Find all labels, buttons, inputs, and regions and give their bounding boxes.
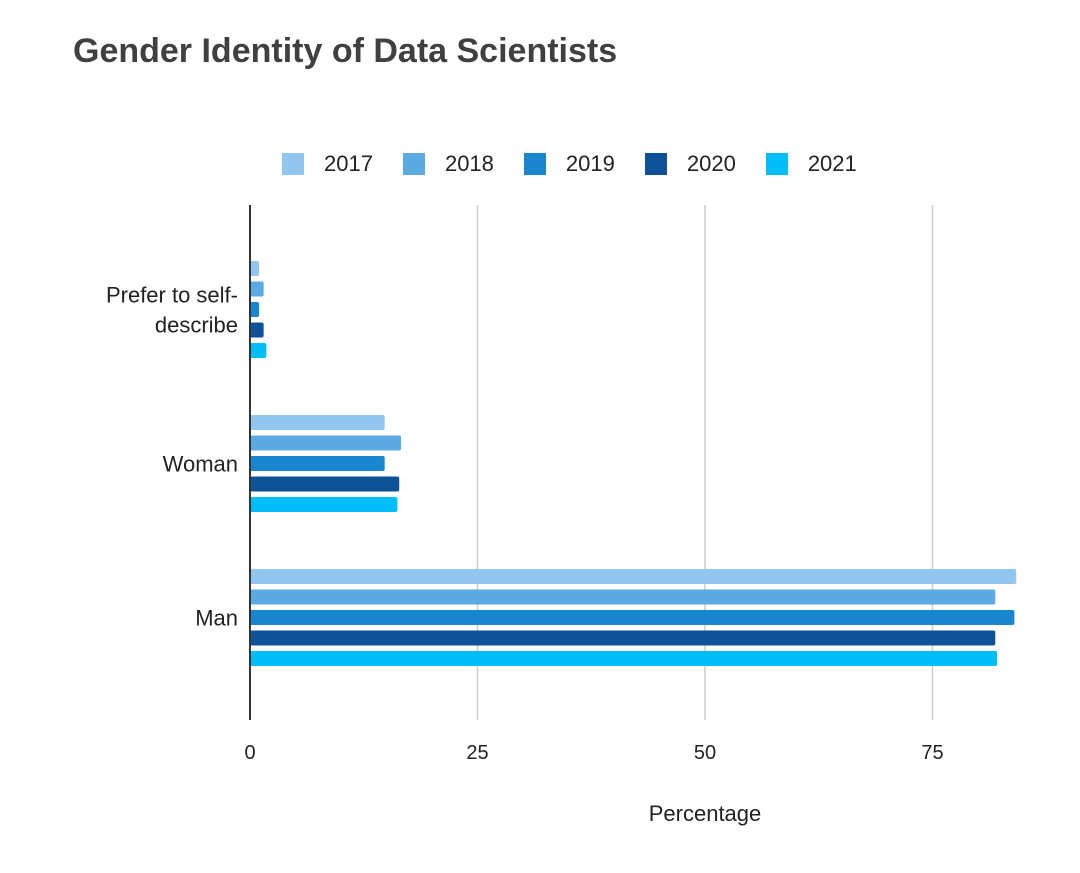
legend-label: 2019 [565, 151, 615, 176]
legend: 2017 2018 2019 2020 2021 [282, 151, 887, 177]
legend-swatch [523, 153, 546, 175]
category-label: Woman [163, 452, 238, 477]
legend-item-2017[interactable]: 2017 [282, 151, 373, 177]
legend-item-2021[interactable]: 2021 [765, 151, 857, 177]
x-tick-label: 75 [921, 742, 943, 764]
bar [250, 322, 264, 338]
x-tick-label: 50 [694, 742, 716, 764]
bar [250, 497, 398, 512]
bar [250, 302, 260, 317]
bar [250, 415, 385, 430]
legend-swatch [644, 153, 667, 175]
legend-label: 2017 [324, 151, 373, 176]
x-tick-label: 25 [466, 742, 488, 764]
legend-item-2018[interactable]: 2018 [402, 151, 494, 177]
x-axis-title: Percentage [649, 801, 762, 826]
x-tick-label: 0 [244, 742, 255, 764]
bar [250, 343, 267, 358]
bar [250, 630, 996, 646]
legend-swatch [402, 153, 425, 175]
bar [250, 435, 402, 451]
bar [250, 476, 400, 492]
bar [250, 456, 385, 471]
legend-swatch [282, 153, 304, 175]
legend-label: 2020 [686, 151, 736, 176]
chart-title: Gender Identity of Data Scientists [73, 32, 618, 70]
category-label: Prefer to self- [106, 283, 238, 308]
category-label: describe [155, 313, 238, 338]
legend-item-2019[interactable]: 2019 [523, 151, 615, 177]
legend-label: 2021 [807, 151, 857, 176]
bar [250, 651, 998, 666]
bar [250, 569, 1017, 584]
legend-label: 2018 [444, 151, 494, 176]
bar [250, 589, 996, 605]
bar [250, 281, 264, 297]
bar [250, 610, 1015, 625]
category-label: Man [195, 606, 238, 631]
bar [250, 261, 260, 276]
legend-item-2020[interactable]: 2020 [644, 151, 736, 177]
legend-swatch [765, 153, 788, 175]
